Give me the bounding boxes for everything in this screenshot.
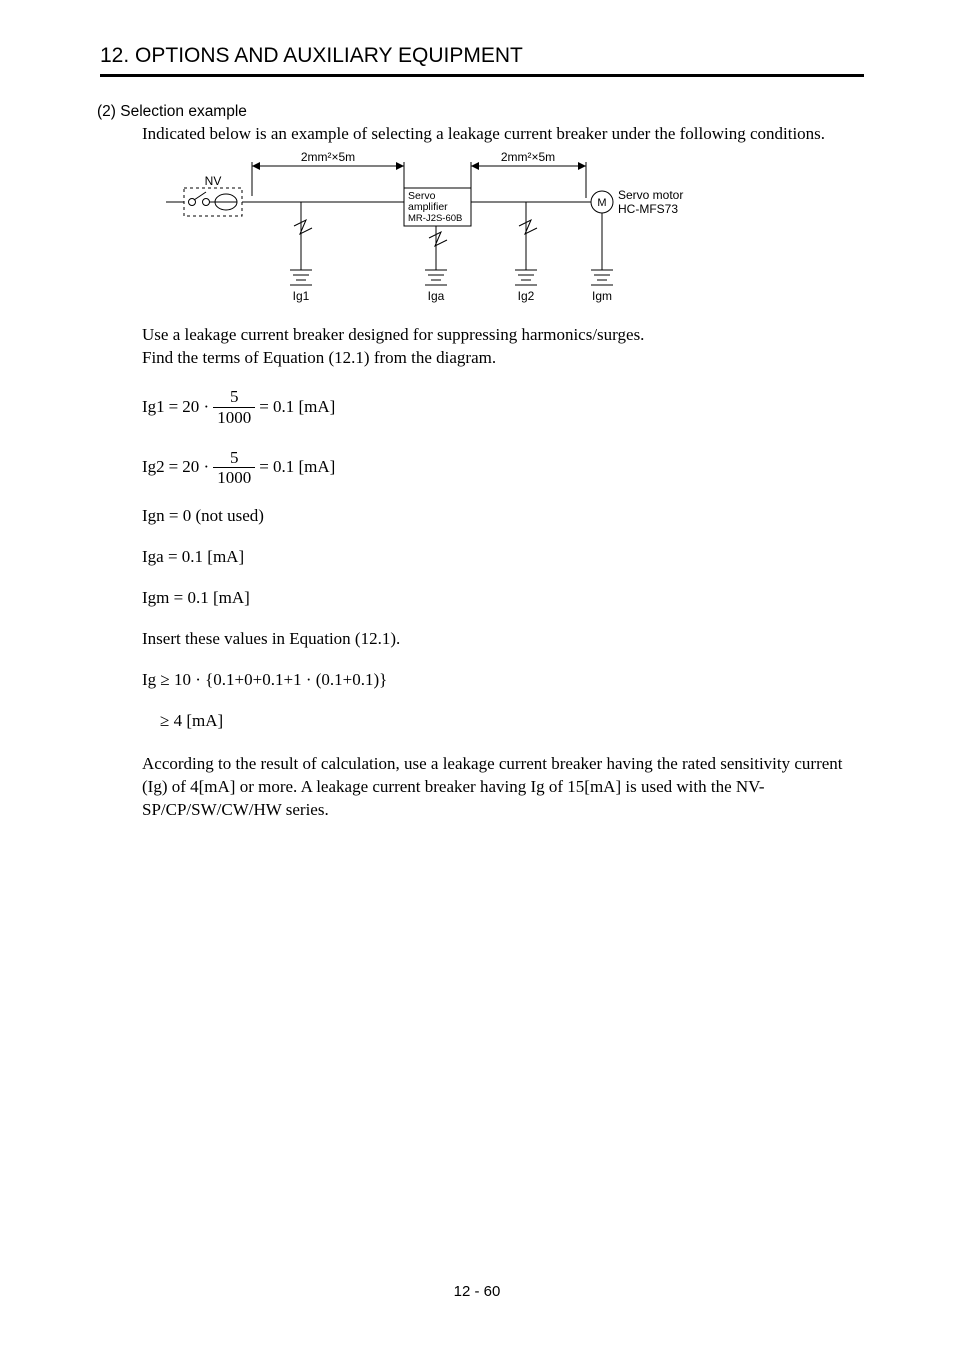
dim-right: 2mm²×5m [501, 150, 555, 164]
para-1: Use a leakage current breaker designed f… [142, 324, 864, 347]
para-2: Find the terms of Equation (12.1) from t… [142, 347, 864, 370]
eq2-den: 1000 [213, 467, 255, 487]
eq2-num: 5 [224, 449, 245, 468]
nv-label: NV [205, 174, 222, 188]
motor-l1: Servo motor [618, 188, 683, 202]
eq1-den: 1000 [213, 407, 255, 427]
dim-left: 2mm²×5m [301, 150, 355, 164]
m-label: M [597, 197, 606, 209]
eq-ig1: Ig1 = 20 · 5 1000 = 0.1 [mA] [142, 388, 864, 427]
intro-text: Indicated below is an example of selecti… [142, 123, 864, 146]
eq1-c: 20 · [182, 396, 209, 419]
box-l3: MR-J2S-60B [408, 213, 462, 224]
eq1-num: 5 [224, 388, 245, 407]
eq2-frac: 5 1000 [213, 449, 255, 488]
ig1: Ig1 [293, 289, 310, 303]
eq1-lhs: Ig1 [142, 396, 165, 419]
rule [100, 74, 864, 77]
box-l2: amplifier [408, 201, 448, 213]
insert-line: Insert these values in Equation (12.1). [142, 628, 864, 651]
iga-lbl: Iga [428, 289, 445, 303]
eq2-lhs: Ig2 [142, 456, 165, 479]
eq1-rhs: = 0.1 [mA] [259, 396, 335, 419]
ign-line: Ign = 0 (not used) [142, 505, 864, 528]
section-title: 12. OPTIONS AND AUXILIARY EQUIPMENT [100, 44, 864, 68]
eq1-frac: 5 1000 [213, 388, 255, 427]
iga-line: Iga = 0.1 [mA] [142, 546, 864, 569]
sub-heading: (2) Selection example [97, 103, 864, 121]
page-root: 12. OPTIONS AND AUXILIARY EQUIPMENT (2) … [0, 0, 954, 1350]
eq1-eq: = [169, 396, 179, 419]
res-line: ≥ 4 [mA] [160, 710, 864, 733]
eq2-c: 20 · [182, 456, 209, 479]
eq2-eq: = [169, 456, 179, 479]
eq-ig2: Ig2 = 20 · 5 1000 = 0.1 [mA] [142, 449, 864, 488]
ig2: Ig2 [518, 289, 535, 303]
motor-l2: HC-MFS73 [618, 202, 678, 216]
page-number: 12 - 60 [0, 1283, 954, 1300]
eq2-rhs: = 0.1 [mA] [259, 456, 335, 479]
igm-line: Igm = 0.1 [mA] [142, 587, 864, 610]
conclusion: According to the result of calculation, … [142, 753, 864, 822]
ineq-line: Ig ≥ 10 · {0.1+0+0.1+1 · (0.1+0.1)} [142, 669, 864, 692]
wiring-diagram: 2mm²×5m 2mm²×5m NV Servo [166, 150, 686, 310]
igm-lbl: Igm [592, 289, 612, 303]
